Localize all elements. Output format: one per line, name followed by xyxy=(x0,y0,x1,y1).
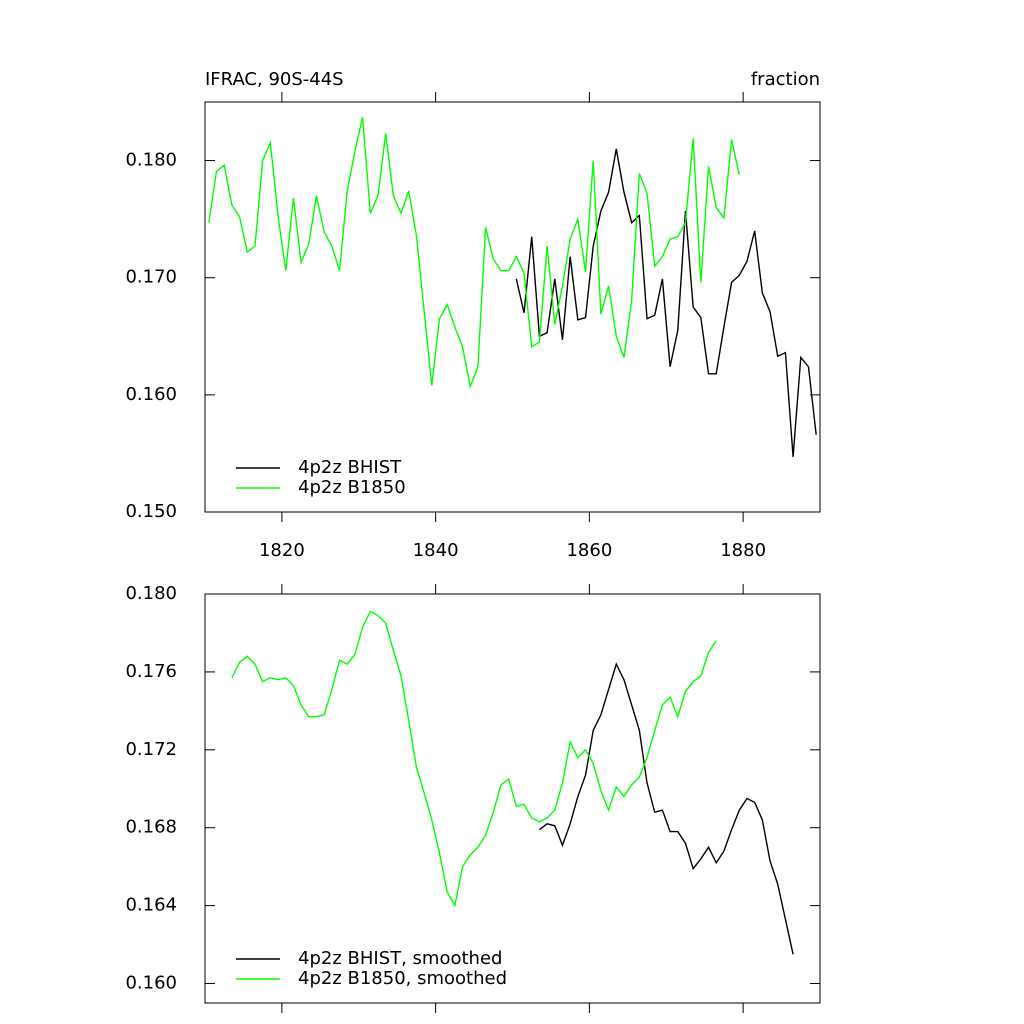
y-tick-label: 0.160 xyxy=(125,384,177,405)
x-tick-label: 1860 xyxy=(566,540,612,561)
plot-frame xyxy=(204,593,821,1004)
y-tick-label: 0.160 xyxy=(125,973,177,994)
legend-label: 4p2z BHIST, smoothed xyxy=(298,948,502,969)
legend-label: 4p2z BHIST xyxy=(298,457,402,478)
series-line xyxy=(515,148,817,457)
y-tick-label: 0.170 xyxy=(125,267,177,288)
legend-label: 4p2z B1850, smoothed xyxy=(298,968,507,989)
plot-frame xyxy=(204,101,821,513)
y-tick-label: 0.180 xyxy=(125,150,177,171)
units-label: fraction xyxy=(751,69,820,90)
x-tick-label: 1840 xyxy=(413,540,459,561)
y-tick-label: 0.176 xyxy=(125,661,177,682)
y-tick-label: 0.164 xyxy=(125,895,177,916)
x-tick-label: 1880 xyxy=(720,540,766,561)
y-tick-label: 0.180 xyxy=(125,583,177,604)
y-tick-label: 0.172 xyxy=(125,739,177,760)
x-tick-label: 1820 xyxy=(259,540,305,561)
series-line xyxy=(208,117,740,390)
y-tick-label: 0.168 xyxy=(125,817,177,838)
chart-title: IFRAC, 90S-44S xyxy=(205,69,344,90)
series-line xyxy=(538,662,794,955)
legend-label: 4p2z B1850 xyxy=(298,477,406,498)
y-tick-label: 0.150 xyxy=(125,501,177,522)
series-line xyxy=(231,610,717,908)
